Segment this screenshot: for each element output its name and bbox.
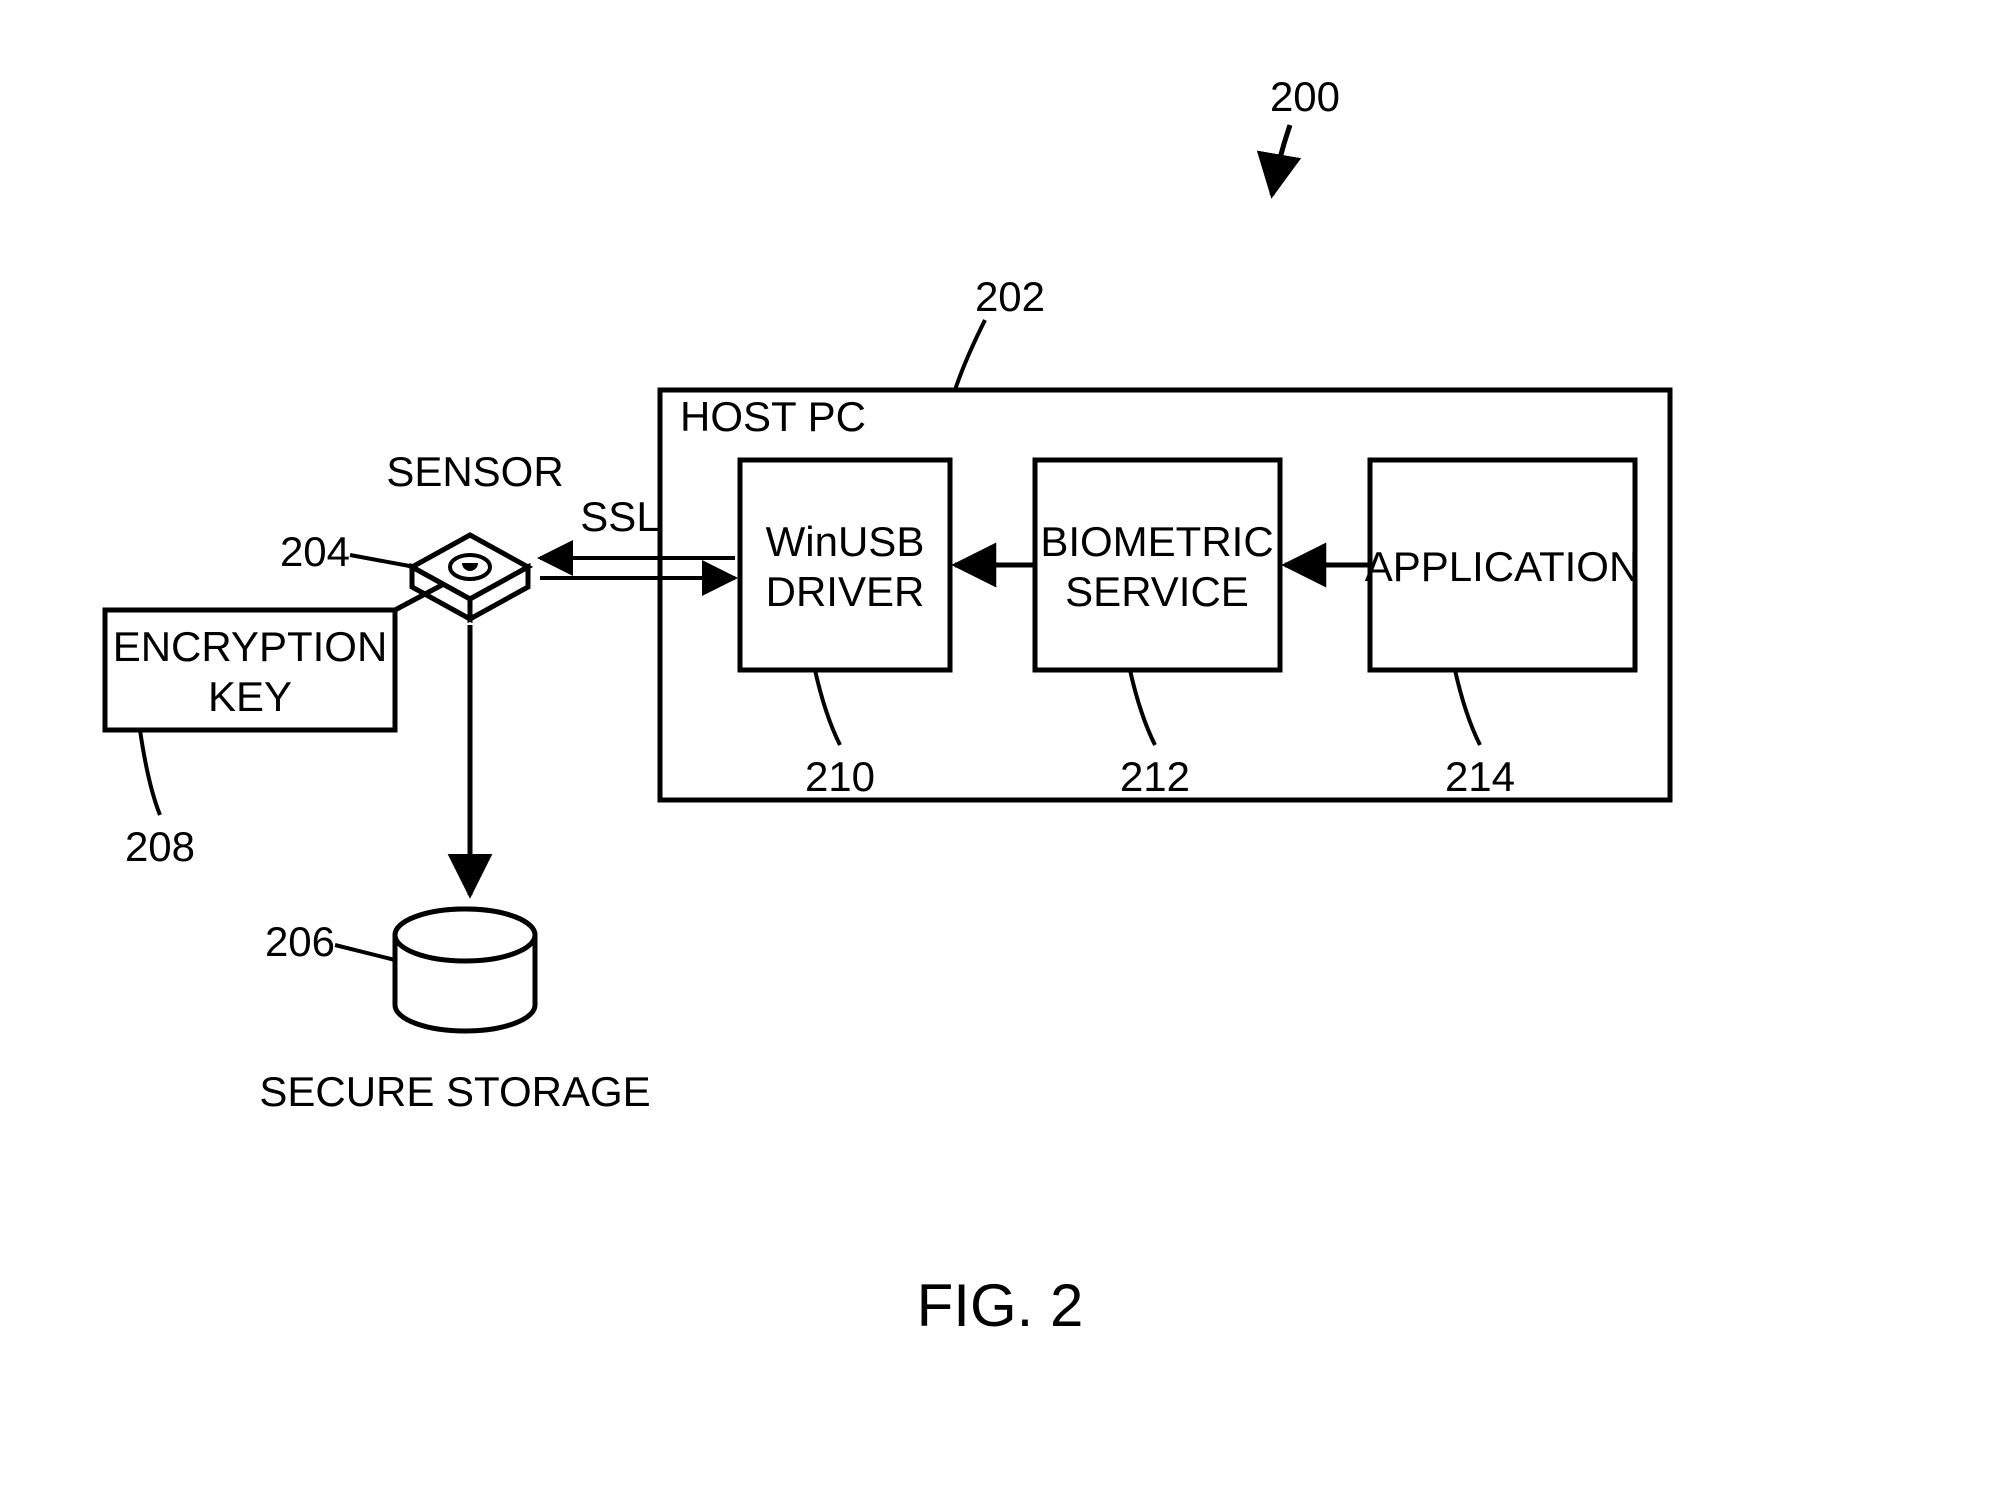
svg-text:ENCRYPTION: ENCRYPTION: [113, 623, 388, 670]
ssl-label: SSL: [580, 493, 659, 540]
svg-text:212: 212: [1120, 753, 1190, 800]
svg-text:SERVICE: SERVICE: [1065, 568, 1249, 615]
svg-text:DRIVER: DRIVER: [766, 568, 925, 615]
ref-200: 200: [1270, 73, 1340, 195]
figure-2-diagram: 200 HOST PC 202 WinUSB DRIVER 210 BIOMET…: [0, 0, 2011, 1505]
ref-208: 208: [125, 730, 195, 870]
ref-202: 202: [955, 273, 1045, 390]
biometric-service-box: BIOMETRIC SERVICE: [1035, 460, 1280, 670]
svg-text:KEY: KEY: [208, 673, 292, 720]
secure-storage-label: SECURE STORAGE: [259, 1068, 650, 1115]
svg-text:WinUSB: WinUSB: [766, 518, 925, 565]
ref-204: 204: [280, 528, 415, 575]
winusb-driver-box: WinUSB DRIVER: [740, 460, 950, 670]
host-pc-title: HOST PC: [680, 393, 866, 440]
application-box: APPLICATION: [1365, 460, 1640, 670]
ref-212: 212: [1120, 670, 1190, 800]
svg-text:200: 200: [1270, 73, 1340, 120]
svg-text:206: 206: [265, 918, 335, 965]
svg-text:BIOMETRIC: BIOMETRIC: [1040, 518, 1273, 565]
ref-214: 214: [1445, 670, 1515, 800]
svg-text:202: 202: [975, 273, 1045, 320]
sensor-chip-icon: SENSOR: [386, 448, 563, 619]
ssl-double-arrow: SSL: [540, 493, 735, 578]
svg-text:210: 210: [805, 753, 875, 800]
figure-label: FIG. 2: [917, 1272, 1084, 1339]
encryption-key-box: ENCRYPTION KEY: [105, 610, 395, 730]
svg-text:APPLICATION: APPLICATION: [1365, 543, 1640, 590]
svg-text:208: 208: [125, 823, 195, 870]
ref-210: 210: [805, 670, 875, 800]
ref-206: 206: [265, 918, 395, 965]
sensor-label: SENSOR: [386, 448, 563, 495]
svg-text:214: 214: [1445, 753, 1515, 800]
svg-text:204: 204: [280, 528, 350, 575]
